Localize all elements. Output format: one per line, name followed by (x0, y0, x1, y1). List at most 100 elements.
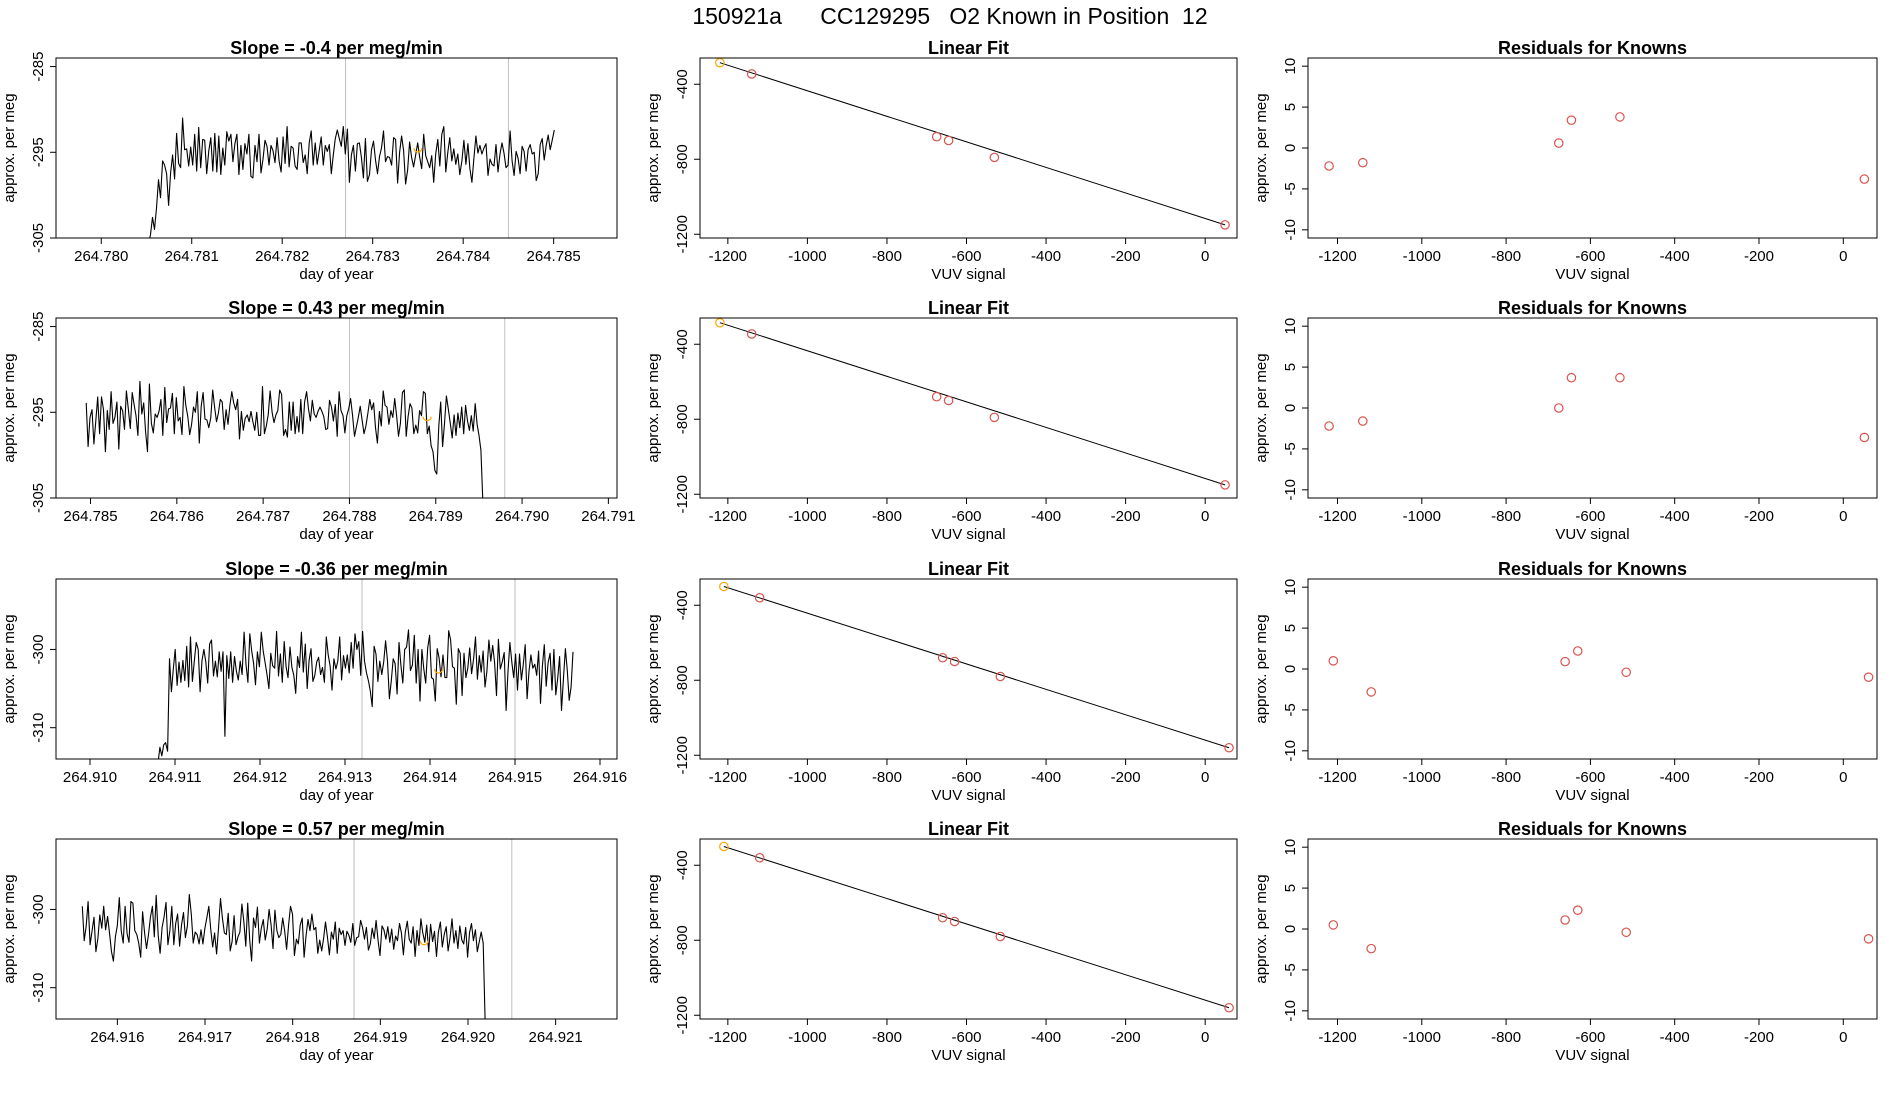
x-tick-label: 264.784 (436, 248, 490, 265)
y-tick-label: -310 (30, 973, 47, 1003)
x-tick-label: -1000 (788, 248, 826, 265)
x-tick-label: -1200 (709, 769, 747, 786)
y-tick-label: 5 (1282, 624, 1299, 632)
panel-title: Residuals for Knowns (1498, 38, 1687, 58)
x-axis-label: day of year (299, 1047, 373, 1064)
panel-time-series-row-2: Slope = 0.43 per meg/min 264.785 264.786 26… (1, 298, 635, 543)
y-tick-label: 0 (1282, 925, 1299, 933)
panel-title: Linear Fit (928, 38, 1009, 58)
data-point (949, 916, 960, 927)
plot-area (1324, 372, 1870, 443)
x-tick-label: -800 (1491, 1029, 1521, 1046)
data-point (1863, 672, 1874, 682)
data-point (1572, 905, 1583, 915)
panel-residuals-row-1: Residuals for Knowns-1200 -1000 -800 -600 -4… (1253, 38, 1878, 283)
plot-area (1328, 905, 1874, 954)
y-tick-label: -800 (674, 665, 691, 695)
x-tick-label: -800 (872, 1029, 902, 1046)
data-point (931, 131, 942, 142)
x-tick-label: -600 (1575, 1029, 1605, 1046)
x-tick-label: 264.916 (573, 769, 627, 786)
plot-frame (1307, 838, 1878, 1020)
data-point (1560, 915, 1570, 925)
plot-frame (55, 317, 618, 499)
panel-residuals-row-2: Residuals for Knowns-1200 -1000 -800 -600 -4… (1253, 298, 1878, 543)
x-tick-label: -1200 (1318, 1029, 1356, 1046)
plot-area (715, 318, 1230, 490)
y-axis-label: approx. per meg (1253, 614, 1270, 723)
data-point (989, 412, 1000, 423)
x-axis-label: VUV signal (931, 787, 1005, 804)
x-tick-label: -1000 (1403, 508, 1441, 525)
data-point (1859, 432, 1870, 443)
x-tick-label: 264.915 (488, 769, 542, 786)
y-axis-label: approx. per meg (1253, 874, 1270, 983)
y-tick-label: -5 (1282, 963, 1299, 976)
y-tick-label: 10 (1282, 58, 1299, 75)
y-tick-label: -1200 (674, 736, 691, 774)
data-point (754, 592, 765, 603)
data-point (754, 852, 765, 863)
x-tick-label: 0 (1839, 769, 1847, 786)
data-point (746, 69, 757, 79)
panel-residuals-row-4: Residuals for Knowns-1200 -1000 -800 -600 -4… (1253, 819, 1878, 1064)
y-tick-label: -10 (1282, 740, 1299, 762)
x-tick-label: 264.785 (63, 508, 117, 525)
x-tick-label: -600 (951, 769, 981, 786)
panel-title: Linear Fit (928, 559, 1009, 579)
x-tick-label: 264.919 (353, 1029, 407, 1046)
x-tick-label: -200 (1744, 248, 1774, 265)
y-axis-label: approx. per meg (1, 614, 18, 723)
plot-area (85, 318, 506, 498)
data-point (1621, 667, 1632, 678)
panel-title: Slope = -0.36 per meg/min (225, 559, 448, 579)
y-tick-label: -285 (30, 52, 47, 82)
fit-line (719, 322, 1226, 486)
x-tick-label: -400 (1660, 248, 1690, 265)
panel-title: Linear Fit (928, 819, 1009, 839)
x-axis-label: day of year (299, 526, 373, 543)
highlight-point (433, 668, 444, 674)
x-tick-label: -800 (872, 248, 902, 265)
fit-line (719, 62, 1226, 226)
data-point (995, 931, 1006, 942)
data-point (1324, 421, 1334, 431)
x-tick-label: -600 (951, 1029, 981, 1046)
data-point (1615, 112, 1625, 122)
highlight-point (419, 940, 429, 946)
x-tick-label: 264.789 (409, 508, 463, 525)
x-tick-label: -1200 (1318, 508, 1356, 525)
panel-title: Slope = 0.57 per meg/min (228, 819, 445, 839)
x-tick-label: -200 (1111, 1029, 1141, 1046)
x-tick-label: -800 (872, 769, 902, 786)
x-tick-label: -400 (1660, 508, 1690, 525)
panel-residuals-row-3: Residuals for Knowns-1200 -1000 -800 -600 -4… (1253, 559, 1878, 804)
y-tick-label: -400 (674, 590, 691, 620)
x-tick-label: -1000 (1403, 248, 1441, 265)
x-axis-label: VUV signal (1555, 266, 1629, 283)
x-tick-label: -1000 (788, 1029, 826, 1046)
data-point (949, 656, 960, 667)
x-tick-label: 264.790 (495, 508, 549, 525)
x-tick-label: 264.785 (527, 248, 581, 265)
plot-area (81, 839, 513, 1019)
y-tick-label: -10 (1282, 479, 1299, 501)
y-axis-label: approx. per meg (1253, 93, 1270, 202)
y-tick-label: -10 (1282, 219, 1299, 241)
plot-frame (1307, 317, 1878, 499)
x-tick-label: -1000 (788, 508, 826, 525)
x-tick-label: -600 (951, 248, 981, 265)
x-axis-label: VUV signal (931, 1047, 1005, 1064)
x-tick-label: 264.914 (403, 769, 457, 786)
x-tick-label: 264.920 (441, 1029, 495, 1046)
data-point (943, 135, 954, 146)
y-tick-label: -1200 (674, 215, 691, 253)
panel-title: Residuals for Knowns (1498, 298, 1687, 318)
panel-time-series-row-3: Slope = -0.36 per meg/min 264.910 264.911 2… (1, 559, 627, 804)
y-tick-label: -400 (674, 69, 691, 99)
data-point (1328, 920, 1339, 930)
plot-area (1324, 112, 1870, 184)
plot-area (149, 58, 555, 238)
